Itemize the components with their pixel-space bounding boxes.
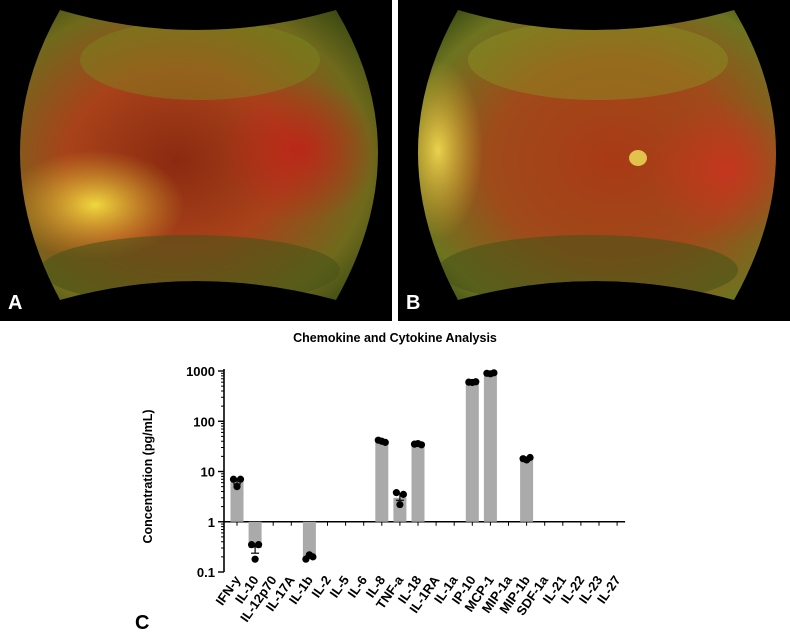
y-tick-label: 1 (208, 515, 215, 530)
y-tick-label: 1000 (186, 364, 215, 379)
y-tick-label: 100 (193, 414, 215, 429)
bar-IL-8 (375, 441, 389, 522)
data-point (399, 490, 407, 499)
data-point (236, 475, 245, 483)
chart-axes (218, 369, 626, 573)
data-point (248, 541, 256, 549)
bar-IFN-y (230, 480, 244, 522)
data-point (414, 439, 422, 448)
data-point (305, 551, 313, 559)
figure-letter-c: C (135, 612, 150, 634)
chart-title: Chemokine and Cytokine Analysis (293, 331, 497, 345)
y-axis-label: Concentration (pg/mL) (141, 409, 155, 543)
bar-IL-1b (302, 521, 316, 557)
panel-letter-a: A (8, 292, 23, 314)
data-point (486, 370, 494, 378)
bar-IP-10 (465, 382, 479, 522)
fundus-photo-b: B (398, 0, 790, 321)
data-point (468, 378, 476, 387)
data-point (523, 456, 531, 464)
data-point (229, 475, 238, 483)
data-point (396, 500, 404, 509)
data-point (251, 555, 259, 563)
y-tick-label: 10 (201, 465, 215, 480)
chart-bars (230, 373, 534, 557)
bar-MIP-1b (520, 458, 534, 522)
bar-MCP-1 (483, 373, 497, 522)
data-point (255, 541, 263, 549)
data-point (392, 489, 400, 497)
fundus-image-a (0, 0, 392, 321)
chart-points (229, 369, 534, 563)
data-point (233, 483, 241, 491)
bar-IL-18 (411, 444, 425, 522)
fundus-image-b (398, 0, 790, 321)
data-point (378, 437, 386, 445)
fundus-photo-a: A (0, 0, 392, 321)
y-tick-label: 0.1 (197, 565, 215, 580)
panel-letter-b: B (406, 292, 421, 314)
